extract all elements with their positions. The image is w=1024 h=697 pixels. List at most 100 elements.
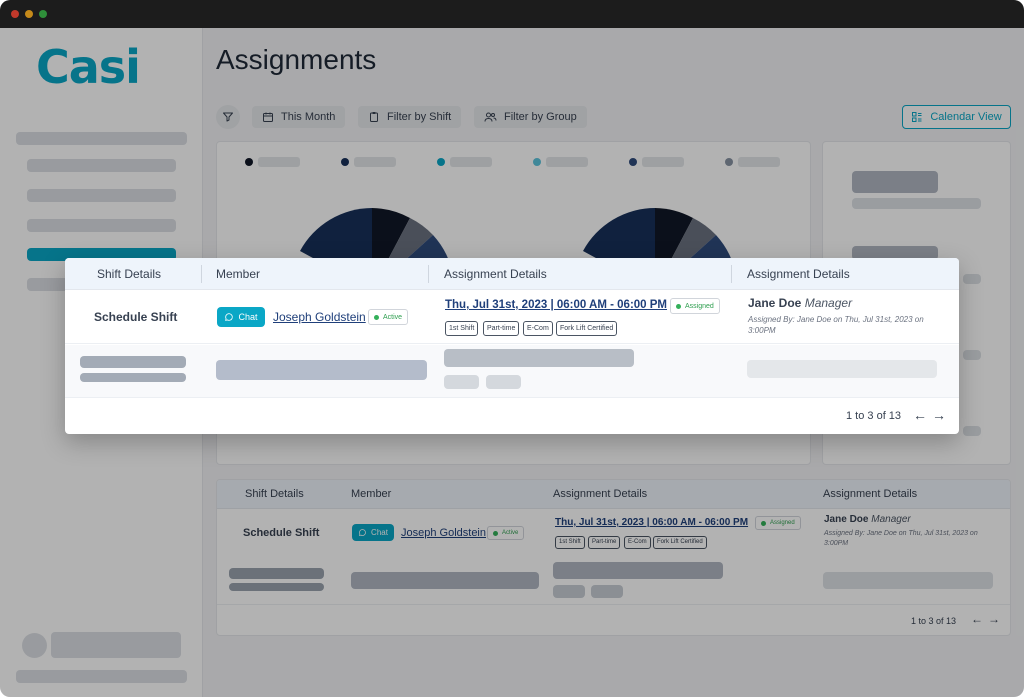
sidebar-item-placeholder[interactable] xyxy=(27,159,176,172)
column-header-assignment-details: Assignment Details xyxy=(747,267,850,281)
column-header: Assignment Details xyxy=(823,488,918,500)
divider xyxy=(217,604,1010,605)
placeholder xyxy=(444,375,479,389)
this-month-button[interactable]: This Month xyxy=(252,106,346,128)
tag: Fork Lift Certified xyxy=(653,536,707,549)
calendar-view-button[interactable]: Calendar View xyxy=(902,105,1011,129)
placeholder xyxy=(444,349,634,367)
legend-label-placeholder xyxy=(546,157,588,167)
manager-name-text: Jane Doe xyxy=(748,296,802,310)
filter-button[interactable] xyxy=(216,105,240,129)
placeholder xyxy=(486,375,521,389)
donut-slice xyxy=(300,208,372,268)
users-icon xyxy=(484,112,497,122)
placeholder xyxy=(216,360,427,380)
legend-item xyxy=(437,157,492,167)
donut-slice xyxy=(583,208,655,268)
member-link[interactable]: Joseph Goldstein xyxy=(273,310,366,324)
chat-button[interactable]: Chat xyxy=(217,307,265,327)
filter-by-shift-button[interactable]: Filter by Shift xyxy=(358,106,462,128)
tag: 1st Shift xyxy=(555,536,585,549)
status-dot xyxy=(374,314,379,320)
next-page-icon[interactable]: → xyxy=(932,407,946,423)
avatar[interactable] xyxy=(22,633,47,658)
manager-name: Jane Doe Manager xyxy=(824,514,911,525)
assignment-date-link[interactable]: Thu, Jul 31st, 2023 | 06:00 AM - 06:00 P… xyxy=(445,299,668,311)
legend-label-placeholder xyxy=(258,157,300,167)
stat-label-placeholder xyxy=(963,274,981,284)
this-month-label: This Month xyxy=(281,111,336,123)
member-link[interactable]: Joseph Goldstein xyxy=(401,527,486,539)
chat-icon xyxy=(359,529,366,537)
chat-label: Chat xyxy=(238,312,258,322)
assignment-date-link[interactable]: Thu, Jul 31st, 2023 | 06:00 AM - 06:00 P… xyxy=(555,517,749,528)
tag: Part-time xyxy=(588,536,621,549)
filter-by-group-button[interactable]: Filter by Group xyxy=(474,106,587,128)
legend-dot xyxy=(341,158,349,166)
legend-dot xyxy=(629,158,637,166)
filter-by-shift-label: Filter by Shift xyxy=(387,111,452,123)
maximize-window-button[interactable] xyxy=(39,10,47,18)
status-badge: Active xyxy=(487,526,525,540)
chat-button[interactable]: Chat xyxy=(352,524,394,541)
shift-details: Schedule Shift xyxy=(243,527,320,539)
placeholder xyxy=(553,585,585,598)
legend-item xyxy=(533,157,588,167)
status-label: Assigned xyxy=(685,302,714,310)
stat-label-placeholder xyxy=(963,426,981,436)
minimize-window-button[interactable] xyxy=(25,10,33,18)
stat-value-placeholder xyxy=(852,246,938,260)
stat-label-placeholder xyxy=(852,198,981,209)
filter-by-group-label: Filter by Group xyxy=(504,111,577,123)
next-page-icon[interactable]: → xyxy=(988,612,1000,626)
placeholder xyxy=(553,562,723,579)
legend-dot xyxy=(245,158,253,166)
casi-logo: Casi xyxy=(36,40,141,94)
calendar-view-label: Calendar View xyxy=(930,111,1002,123)
tag: E-Com xyxy=(624,536,651,549)
legend-item xyxy=(725,157,780,167)
legend-item xyxy=(245,157,300,167)
column-header: Assignment Details xyxy=(553,488,648,500)
column-header: Shift Details xyxy=(245,488,304,500)
sidebar-item-placeholder[interactable] xyxy=(27,189,176,202)
placeholder xyxy=(747,360,937,378)
status-badge: Assigned xyxy=(755,516,801,530)
close-window-button[interactable] xyxy=(11,10,19,18)
placeholder xyxy=(80,356,186,368)
table-row[interactable]: Schedule Shift Chat Joseph Goldstein Act… xyxy=(65,290,959,344)
column-header-shift-details: Shift Details xyxy=(97,267,162,281)
status-label: Active xyxy=(502,530,519,536)
status-dot xyxy=(493,530,498,536)
assignments-table-modal: Shift Details Member Assignment Details … xyxy=(65,258,959,434)
pagination-text: 1 to 3 of 13 xyxy=(846,410,902,422)
placeholder xyxy=(351,572,539,589)
table-row-placeholder[interactable] xyxy=(65,345,959,398)
pagination: 1 to 3 of 13 ← → xyxy=(65,398,959,434)
placeholder xyxy=(591,585,623,598)
column-divider xyxy=(428,265,429,283)
sidebar-footer-placeholder[interactable] xyxy=(16,670,187,683)
manager-role: Manager xyxy=(871,514,911,525)
sidebar-item-placeholder[interactable] xyxy=(27,219,176,232)
legend-item xyxy=(629,157,684,167)
chat-label: Chat xyxy=(371,528,388,537)
legend-dot xyxy=(533,158,541,166)
user-profile-placeholder[interactable] xyxy=(51,632,181,658)
placeholder xyxy=(229,568,324,579)
shift-details: Schedule Shift xyxy=(94,310,178,324)
tag: Fork Lift Certified xyxy=(556,321,618,336)
prev-page-icon[interactable]: ← xyxy=(913,407,927,423)
donut-slice xyxy=(372,208,410,268)
tag: E-Com xyxy=(523,321,553,336)
legend-label-placeholder xyxy=(642,157,684,167)
legend-label-placeholder xyxy=(354,157,396,167)
calendar-icon xyxy=(263,112,273,122)
status-badge: Assigned xyxy=(670,298,720,314)
sidebar-item-placeholder[interactable] xyxy=(16,132,187,145)
column-header: Member xyxy=(351,488,392,500)
chat-icon xyxy=(225,313,234,321)
sidebar-item-active[interactable] xyxy=(27,248,176,261)
manager-role: Manager xyxy=(804,296,853,310)
prev-page-icon[interactable]: ← xyxy=(971,612,983,626)
